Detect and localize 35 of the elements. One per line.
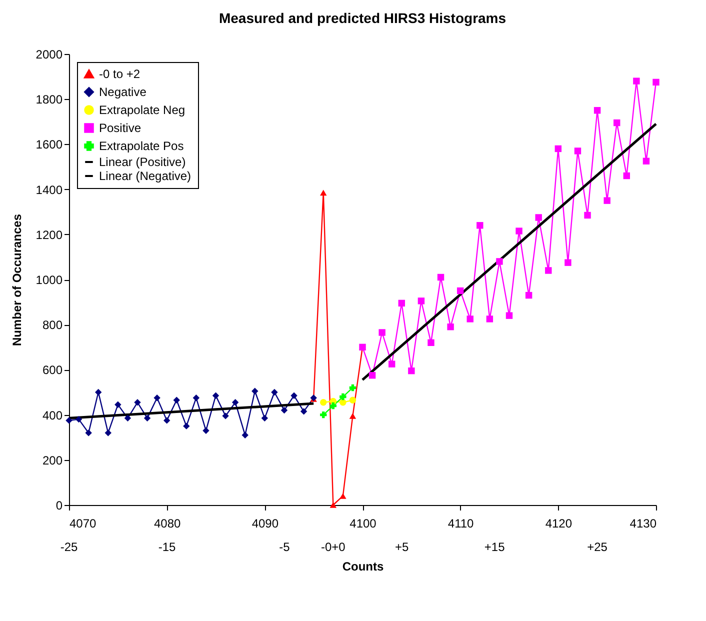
legend-label: Linear (Negative) bbox=[99, 169, 192, 183]
y-tick-label: 1400 bbox=[36, 182, 63, 197]
text: -0+0 bbox=[320, 540, 346, 554]
y-tick-label: 800 bbox=[42, 318, 63, 332]
chart-title: Measured and predicted HIRS3 Histograms bbox=[218, 10, 506, 26]
text: -5 bbox=[279, 540, 290, 554]
y-tick-label: 0 bbox=[56, 498, 63, 512]
text: -25 bbox=[60, 540, 78, 554]
x-tick-label: 4100 bbox=[350, 516, 377, 530]
y-tick-label: 200 bbox=[42, 453, 63, 468]
y-tick-label: 400 bbox=[42, 408, 63, 422]
legend-label: Negative bbox=[99, 85, 147, 99]
y-tick-label: 1000 bbox=[36, 273, 63, 287]
y-tick-label: 1600 bbox=[36, 138, 63, 152]
text: +5 bbox=[394, 540, 409, 554]
x-tick-label: 4080 bbox=[154, 516, 182, 530]
text: -15 bbox=[158, 540, 176, 554]
y-axis-title: Number of Occurances bbox=[10, 214, 24, 346]
x-axis-title: Counts bbox=[342, 560, 384, 574]
y-tick-label: 600 bbox=[42, 363, 63, 378]
x-tick-label: 4130 bbox=[630, 516, 657, 530]
x-tick-label: 4110 bbox=[448, 516, 474, 530]
x-tick-label: 4120 bbox=[545, 516, 572, 530]
legend-label: Linear (Positive) bbox=[99, 155, 186, 169]
y-tick-label: 1800 bbox=[36, 92, 63, 107]
legend-label: Extrapolate Pos bbox=[99, 139, 184, 153]
legend-label: -0 to +2 bbox=[99, 67, 140, 81]
x-tick-label: 4090 bbox=[252, 516, 279, 530]
legend-label: Positive bbox=[99, 121, 142, 135]
y-tick-label: 2000 bbox=[36, 48, 63, 62]
x-tick-label: 4070 bbox=[70, 516, 97, 530]
y-tick-label: 1200 bbox=[36, 228, 63, 242]
text: +15 bbox=[484, 540, 506, 554]
legend-label: Extrapolate Neg bbox=[99, 103, 186, 117]
text: +25 bbox=[587, 540, 608, 554]
